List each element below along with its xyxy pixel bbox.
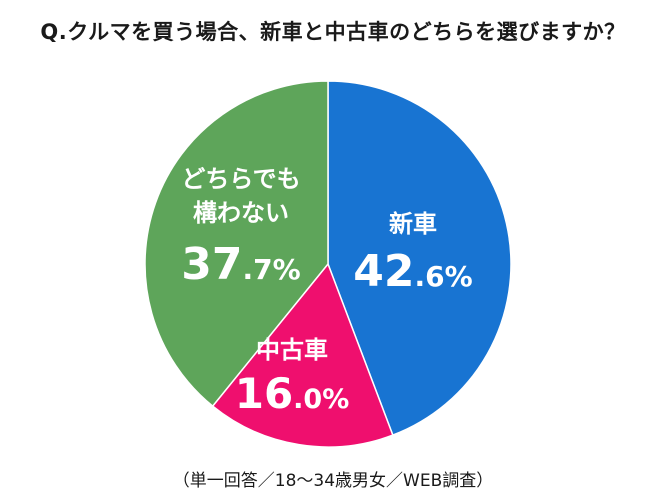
pie-slice — [327, 80, 512, 437]
slice-label: 構わない — [193, 199, 289, 227]
chart-title: Q.クルマを買う場合、新車と中古車のどちらを選びますか？ — [40, 20, 626, 44]
slice-label: 新車 — [389, 210, 437, 238]
pie-slice — [211, 262, 394, 448]
pie-slice — [144, 80, 329, 408]
survey-note: （単一回答／18〜34歳男女／WEB調査） — [172, 471, 494, 491]
slice-value: 16.0% — [235, 369, 350, 418]
slice-value: 42.6% — [353, 246, 472, 297]
slice-label: 中古車 — [256, 336, 328, 364]
slice-label: どちらでも — [181, 165, 300, 193]
slice-value: 37.7% — [181, 239, 300, 290]
